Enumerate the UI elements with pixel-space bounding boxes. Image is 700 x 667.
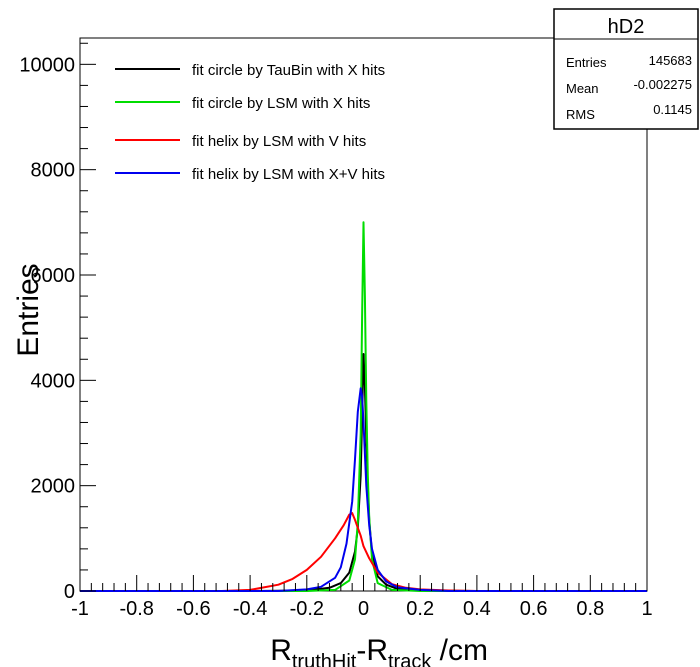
x-tick-label: 0.4 (463, 598, 491, 620)
x-axis: -1 -0.8 -0.6 -0.4 -0.2 0 0.2 0.4 0.6 0.8 1 (71, 575, 653, 620)
x-tick-label: 0.8 (576, 598, 604, 620)
x-tick-label: -0.6 (176, 598, 210, 620)
stats-label-mean: Mean (566, 81, 599, 96)
x-tick-label: 0 (358, 598, 369, 620)
stats-value-rms: 0.1145 (653, 102, 692, 117)
y-tick-label: 10000 (19, 54, 75, 76)
y-axis-title: Entries (12, 263, 45, 356)
legend-label-3: fit helix by LSM with X+V hits (192, 166, 385, 183)
y-tick-label: 6000 (31, 265, 76, 287)
x-tick-label: 1 (641, 598, 652, 620)
stats-title: hD2 (608, 16, 645, 38)
x-tick-label: -0.8 (119, 598, 153, 620)
x-tick-label: -0.4 (233, 598, 267, 620)
x-tick-label: -0.2 (290, 598, 324, 620)
stats-label-entries: Entries (566, 55, 607, 70)
legend-label-0: fit circle by TauBin with X hits (192, 62, 385, 79)
y-tick-label: 0 (64, 581, 75, 603)
stats-value-entries: 145683 (649, 53, 692, 68)
series-line-0 (80, 353, 647, 592)
x-tick-label: 0.2 (406, 598, 434, 620)
series-line-3 (80, 387, 647, 592)
x-axis-title: RtruthHit-Rtrack /cm (270, 634, 488, 667)
series-layer (80, 221, 647, 592)
legend: fit circle by TauBin with X hits fit cir… (115, 62, 385, 183)
x-tick-label: 0.6 (520, 598, 548, 620)
stats-label-rms: RMS (566, 107, 595, 122)
y-tick-label: 4000 (31, 370, 76, 392)
y-tick-label: 8000 (31, 160, 76, 182)
legend-label-1: fit circle by LSM with X hits (192, 95, 370, 112)
stats-box: hD2 Entries 145683 Mean -0.002275 RMS 0.… (553, 8, 699, 130)
legend-label-2: fit helix by LSM with V hits (192, 133, 366, 150)
series-line-1 (80, 221, 647, 592)
y-tick-label: 2000 (31, 476, 76, 498)
stats-value-mean: -0.002275 (633, 77, 692, 92)
y-axis: 0 2000 4000 6000 8000 10000 (19, 42, 96, 603)
x-tick-label: -1 (71, 598, 89, 620)
